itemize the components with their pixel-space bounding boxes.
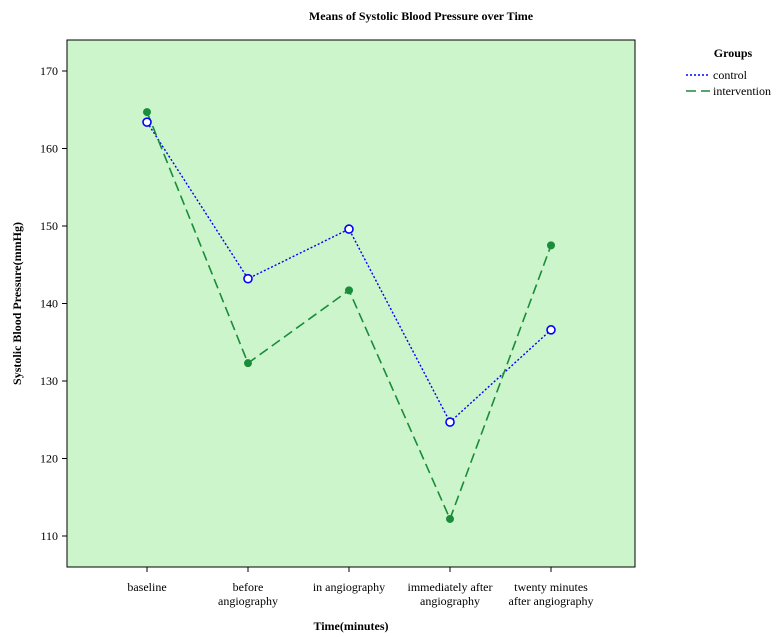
x-tick-label: before (233, 580, 264, 594)
x-tick-label: angiography (420, 594, 480, 608)
data-point-control (243, 273, 253, 284)
x-tick-label: twenty minutes (514, 580, 588, 594)
plot-area (66, 39, 636, 568)
x-tick-label: immediately after (408, 580, 493, 594)
data-point-control (142, 117, 152, 127)
y-tick-label: 150 (40, 219, 58, 233)
y-axis: 110 120 130 140 150 160 170 (40, 64, 67, 543)
chart-title: Means of Systolic Blood Pressure over Ti… (309, 9, 534, 23)
y-tick-label: 130 (40, 374, 58, 388)
legend-label-control: control (713, 68, 748, 82)
y-tick-label: 120 (40, 452, 58, 466)
y-tick-label: 160 (40, 142, 58, 156)
x-tick-label: after angiography (509, 594, 594, 608)
legend-label-intervention: intervention (713, 84, 771, 98)
x-tick-label: in angiography (313, 580, 385, 594)
x-tick-label: baseline (127, 580, 166, 594)
data-point-intervention (244, 359, 252, 368)
data-point-intervention (446, 514, 454, 523)
x-axis-label: Time(minutes) (313, 619, 388, 633)
y-axis-label: Systolic Blood Pressure(mmHg) (10, 222, 24, 385)
data-point-control (546, 325, 556, 335)
legend-title: Groups (714, 46, 753, 60)
y-tick-label: 110 (40, 529, 58, 543)
data-point-control (344, 224, 354, 234)
series-line-control (146, 121, 552, 424)
data-point-intervention (143, 108, 151, 117)
legend: Groups control intervention (686, 46, 771, 98)
data-point-intervention (547, 241, 555, 250)
series-layer (142, 108, 556, 523)
x-tick-label: angiography (218, 594, 278, 608)
data-point-intervention (345, 286, 353, 295)
data-point-control (445, 417, 455, 427)
y-tick-label: 140 (40, 297, 58, 311)
y-tick-label: 170 (40, 64, 58, 78)
